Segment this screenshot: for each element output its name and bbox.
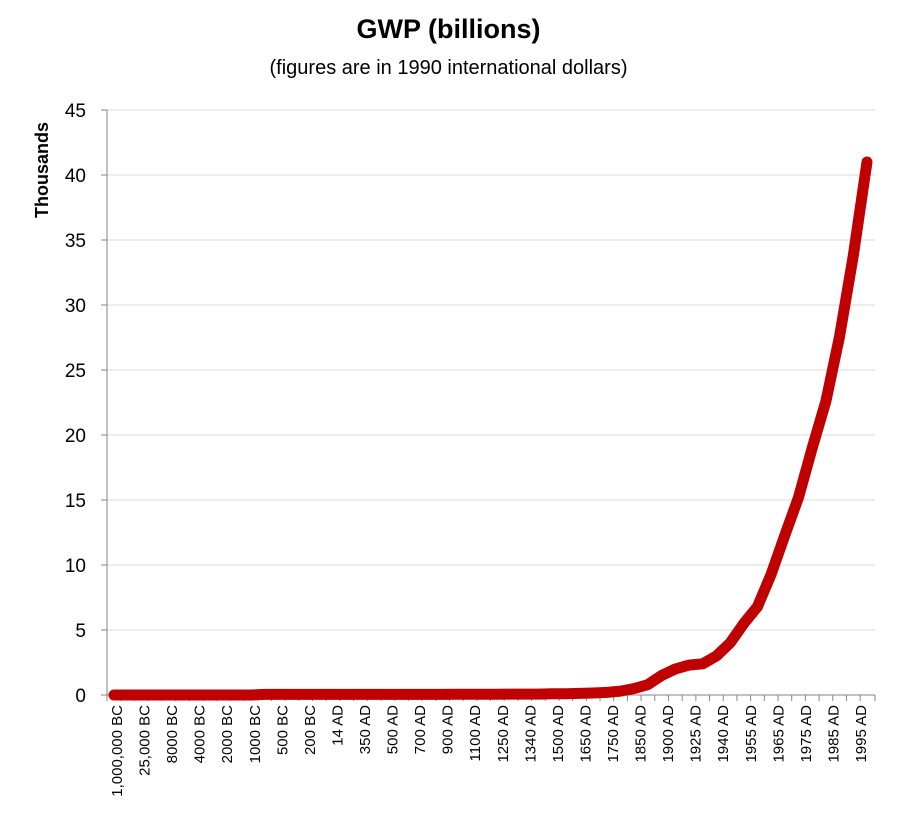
data-point [153,693,157,697]
data-point [345,692,349,696]
data-point [249,693,253,697]
data-point [112,693,116,697]
data-point [126,693,130,697]
x-tick-label: 1250 AD [495,705,512,763]
data-point [427,692,431,696]
data-point [797,495,801,499]
data-point [139,693,143,697]
data-point [400,692,404,696]
data-point [222,693,226,697]
data-point [358,692,362,696]
data-point [660,674,664,678]
x-tick-label: 350 AD [357,705,374,754]
y-tick-label: 10 [65,556,86,577]
x-tick-label: 4000 BC [192,705,209,764]
data-point [728,641,732,645]
y-tick-label: 25 [65,361,86,382]
data-point [372,692,376,696]
data-point [290,692,294,696]
data-point [536,692,540,696]
data-point [331,692,335,696]
x-tick-label: 1500 AD [550,705,567,763]
data-point [714,654,718,658]
data-point [482,692,486,696]
x-tick-label: 1650 AD [577,705,594,763]
data-point [605,690,609,694]
data-point [317,692,321,696]
data-point [304,692,308,696]
data-point [646,683,650,687]
x-tick-label: 1965 AD [770,705,787,763]
y-tick-label: 15 [65,491,86,512]
data-point [413,692,417,696]
x-tick-label: 1975 AD [798,705,815,763]
x-tick-label: 2000 BC [219,705,236,764]
x-tick-label: 900 AD [440,705,457,754]
data-point [181,693,185,697]
y-tick-label: 5 [75,621,86,642]
y-axis-title: Thousands [32,122,52,218]
data-point [194,693,198,697]
data-point [619,689,623,693]
data-point [276,692,280,696]
data-point [235,693,239,697]
y-tick-label: 30 [65,296,86,317]
data-point [701,662,705,666]
x-tick-label: 8000 BC [164,705,181,764]
data-point [865,160,869,164]
data-point [550,692,554,696]
data-point [564,692,568,696]
x-tick-label: 500 BC [274,705,291,755]
data-point [454,692,458,696]
data-point [208,693,212,697]
data-point [167,693,171,697]
data-point [632,687,636,691]
data-point [578,691,582,695]
x-tick-label: 1985 AD [825,705,842,763]
x-tick-label: 1955 AD [743,705,760,763]
x-tick-label: 1750 AD [605,705,622,763]
data-point [495,692,499,696]
data-point [810,446,814,450]
x-tick-label: 700 AD [412,705,429,754]
x-tick-label: 500 AD [385,705,402,754]
x-tick-label: 200 BC [302,705,319,755]
data-point [673,667,677,671]
x-tick-label: 1925 AD [688,705,705,763]
y-tick-label: 35 [65,231,86,252]
data-point [468,692,472,696]
y-tick-label: 45 [65,101,86,122]
x-tick-label: 1900 AD [660,705,677,763]
x-tick-label: 1100 AD [467,705,484,762]
data-point [687,663,691,667]
y-tick-label: 20 [65,426,86,447]
data-point [756,605,760,609]
x-tick-label: 1995 AD [853,705,870,763]
data-point [509,692,513,696]
data-point [783,533,787,537]
data-point [851,254,855,258]
y-tick-label: 0 [75,686,86,707]
data-point [441,692,445,696]
chart-title: GWP (billions) [356,14,541,44]
x-tick-label: 25,000 BC [137,705,154,776]
data-point [824,399,828,403]
data-point [838,334,842,338]
data-point [386,692,390,696]
x-tick-label: 14 AD [329,705,346,746]
x-tick-label: 1000 BC [247,705,264,764]
y-tick-label: 40 [65,166,86,187]
gwp-series-line [108,156,873,701]
x-tick-label: 1,000,000 BC [109,705,126,797]
chart-subtitle: (figures are in 1990 international dolla… [269,57,628,79]
data-point [263,692,267,696]
data-point [523,692,527,696]
data-point [742,622,746,626]
data-point [591,691,595,695]
x-tick-label: 1940 AD [715,705,732,763]
x-tick-label: 1850 AD [633,705,650,763]
x-tick-label: 1340 AD [522,705,539,763]
data-point [769,572,773,576]
